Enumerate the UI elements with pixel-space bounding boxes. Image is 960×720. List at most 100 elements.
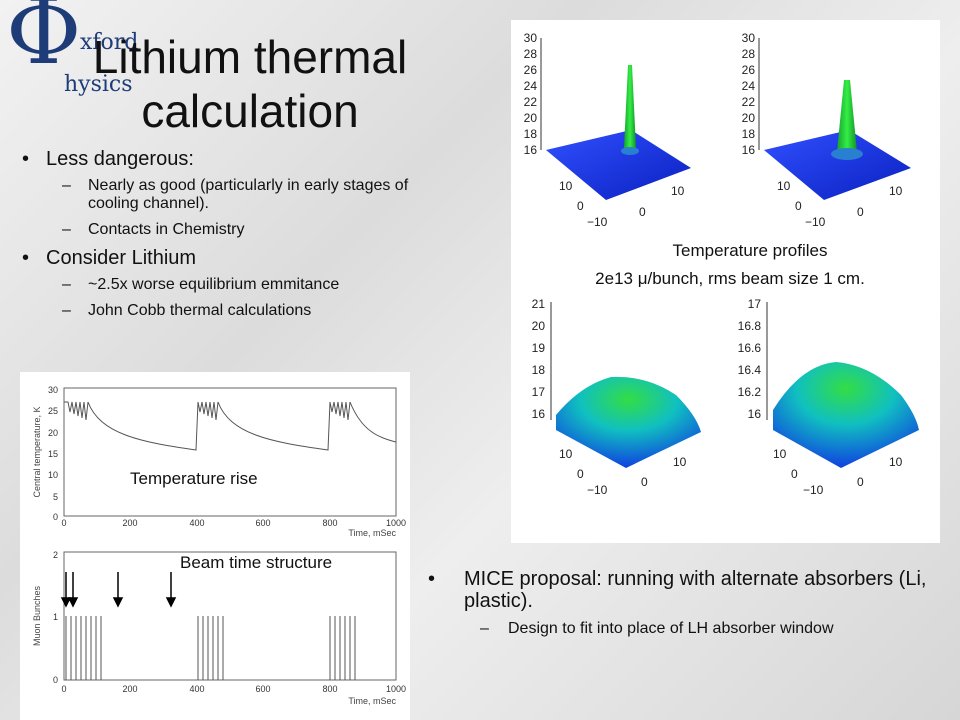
- peak-base: [621, 147, 639, 155]
- y-tick: 10: [48, 470, 58, 480]
- z-tick: 18: [524, 127, 538, 141]
- axis-tick: 0: [857, 205, 864, 219]
- surface-base: [546, 130, 691, 200]
- z-tick: 17: [532, 385, 546, 399]
- axis-tick: 0: [641, 475, 648, 489]
- axis-tick: 10: [673, 455, 687, 469]
- temperature-rise-label: Temperature rise: [130, 469, 258, 488]
- x-tick: 800: [322, 684, 337, 694]
- y-tick: 5: [53, 492, 58, 502]
- beam-xlabel: Time, mSec: [348, 696, 396, 706]
- y-tick: 0: [53, 675, 58, 685]
- y-tick: 2: [53, 550, 58, 560]
- surface-base: [764, 130, 911, 200]
- bullet-less-dangerous: Less dangerous:: [20, 148, 460, 171]
- sub-bullet: Contacts in Chemistry: [20, 221, 460, 239]
- bullet-mice-proposal: MICE proposal: running with alternate ab…: [428, 568, 928, 612]
- axis-tick: 0: [577, 467, 584, 481]
- axis-tick: 10: [773, 447, 787, 461]
- x-tick: 400: [189, 684, 204, 694]
- axis-tick: 0: [795, 199, 802, 213]
- surface-peak: [837, 80, 857, 152]
- axis-tick: 10: [889, 184, 903, 198]
- sub-bullet: Nearly as good (particularly in early st…: [20, 177, 460, 213]
- axis-tick: 0: [577, 199, 584, 213]
- axis-tick: −10: [803, 483, 824, 497]
- beam-time-structure-label: Beam time structure: [180, 553, 333, 572]
- temperature-curve: [64, 401, 397, 451]
- x-tick: 400: [189, 518, 204, 528]
- z-tick: 16: [532, 407, 546, 421]
- bunch-lines: [65, 616, 356, 680]
- surface-plot-bottom-left: 21 20 19 18 17 16 10 0 −10 0 10: [532, 297, 701, 497]
- z-tick: 28: [742, 47, 756, 61]
- surface-peak: [624, 65, 636, 148]
- z-tick: 22: [524, 95, 538, 109]
- y-tick: 1: [53, 612, 58, 622]
- z-tick: 24: [524, 79, 538, 93]
- x-tick: 200: [122, 518, 137, 528]
- z-tick: 22: [742, 95, 756, 109]
- x-tick: 0: [61, 684, 66, 694]
- z-tick: 20: [524, 111, 538, 125]
- axis-tick: 0: [791, 467, 798, 481]
- z-tick: 20: [532, 319, 546, 333]
- axis-tick: 10: [671, 184, 685, 198]
- z-tick: 16.4: [738, 363, 762, 377]
- x-tick: 800: [322, 518, 337, 528]
- axis-tick: 10: [889, 455, 903, 469]
- axis-tick: −10: [587, 483, 608, 497]
- y-tick: 20: [48, 428, 58, 438]
- title-line-2: calculation: [141, 85, 359, 137]
- x-tick: 600: [255, 518, 270, 528]
- time-plots-panel: Central temperature, K 30 25 20 15 10 5 …: [20, 372, 410, 720]
- z-tick: 26: [742, 63, 756, 77]
- z-tick: 18: [532, 363, 546, 377]
- axis-tick: 10: [559, 179, 573, 193]
- surface-plot-bottom-right: 17 16.8 16.6 16.4 16.2 16 10 0 −10 0 10: [738, 297, 919, 497]
- axis-tick: 0: [857, 475, 864, 489]
- z-tick: 28: [524, 47, 538, 61]
- z-tick: 18: [742, 127, 756, 141]
- logo-xford: xford: [80, 30, 139, 55]
- bullet-list: Less dangerous: Nearly as good (particul…: [20, 148, 460, 328]
- temperature-profiles-panel: 30 28 26 24 22 20 18 16 10 0 −10 0 10: [511, 20, 940, 543]
- title-line-1: Lithium thermal: [92, 31, 408, 83]
- surface-plot-top-left: 30 28 26 24 22 20 18 16 10 0 −10 0 10: [524, 31, 691, 229]
- profiles-caption-1: Temperature profiles: [672, 241, 828, 260]
- z-tick: 24: [742, 79, 756, 93]
- y-tick: 30: [48, 385, 58, 395]
- z-tick: 16.6: [738, 341, 762, 355]
- axis-tick: 10: [777, 179, 791, 193]
- y-tick: 15: [48, 449, 58, 459]
- axis-tick: 0: [639, 205, 646, 219]
- surface-dome: [556, 376, 701, 468]
- bullet-consider-lithium: Consider Lithium: [20, 247, 460, 270]
- z-tick: 26: [524, 63, 538, 77]
- surface-plot-top-right: 30 28 26 24 22 20 18 16 10 0 −10 0 10: [742, 31, 911, 229]
- x-tick: 600: [255, 684, 270, 694]
- peak-base: [831, 148, 863, 160]
- y-tick: 0: [53, 512, 58, 522]
- axis-tick: −10: [587, 215, 608, 229]
- x-tick: 200: [122, 684, 137, 694]
- z-tick: 30: [524, 31, 538, 45]
- x-tick: 0: [61, 518, 66, 528]
- oxford-physics-logo: Φ xford hysics: [6, 0, 156, 100]
- z-tick: 19: [532, 341, 546, 355]
- temp-ylabel: Central temperature, K: [32, 406, 42, 497]
- x-tick: 1000: [386, 518, 406, 528]
- phi-symbol: Φ: [6, 0, 82, 85]
- temp-plot-frame: [63, 387, 397, 517]
- y-tick: 25: [48, 406, 58, 416]
- z-tick: 16.8: [738, 319, 762, 333]
- time-plots: Central temperature, K 30 25 20 15 10 5 …: [32, 385, 406, 706]
- temp-xlabel: Time, mSec: [348, 528, 396, 538]
- z-tick: 16.2: [738, 385, 762, 399]
- axis-tick: −10: [805, 215, 826, 229]
- logo-hysics: hysics: [64, 72, 133, 97]
- x-tick: 1000: [386, 684, 406, 694]
- sub-bullet: Design to fit into place of LH absorber …: [428, 620, 928, 638]
- surface-dome: [773, 362, 919, 468]
- beam-ylabel: Muon Bunches: [32, 585, 42, 646]
